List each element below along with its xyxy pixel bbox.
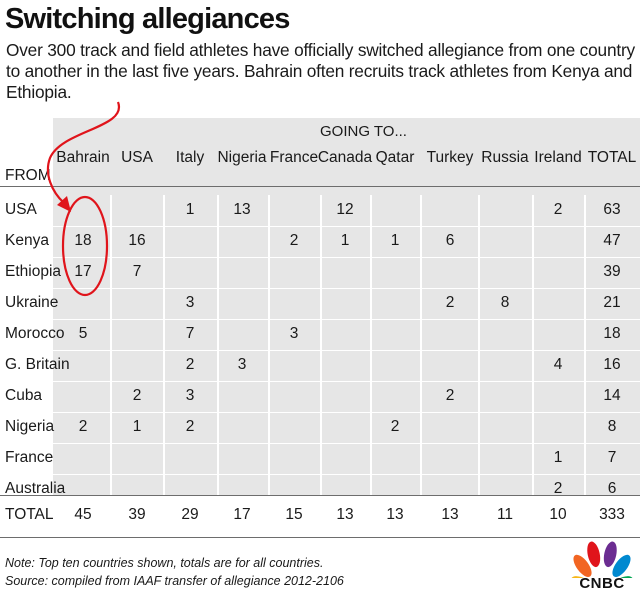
column-header-italy: Italy: [175, 149, 205, 166]
row-label-g-britain: G. Britain: [5, 356, 70, 373]
table-cell: 1: [390, 232, 400, 249]
total-cell: 333: [599, 506, 625, 523]
column-separator: [478, 195, 480, 495]
bottom-rule: [0, 537, 640, 538]
row-label-usa: USA: [5, 201, 37, 218]
table-cell: 18: [74, 232, 92, 249]
column-header-nigeria: Nigeria: [217, 149, 267, 166]
cnbc-logo: CNBC: [568, 540, 636, 593]
source-note: Source: compiled from IAAF transfer of a…: [5, 574, 344, 588]
table-cell: 18: [603, 325, 621, 342]
column-header-turkey: Turkey: [426, 149, 474, 166]
chart-title: Switching allegiances: [5, 3, 290, 35]
column-separator: [532, 195, 534, 495]
column-header-ireland: Ireland: [534, 149, 582, 166]
total-cell: 15: [285, 506, 303, 523]
table-cell: 3: [289, 325, 299, 342]
total-rule: [0, 495, 640, 496]
column-separator: [163, 195, 165, 495]
table-cell: 3: [185, 387, 195, 404]
peacock-icon: [571, 541, 633, 593]
row-label-nigeria: Nigeria: [5, 418, 55, 435]
footnote: Note: Top ten countries shown, totals ar…: [5, 556, 324, 570]
table-cell: 17: [74, 263, 92, 280]
table-cell: 39: [603, 263, 621, 280]
table-cell: 3: [237, 356, 247, 373]
total-cell: 13: [336, 506, 354, 523]
column-separator: [217, 195, 219, 495]
table-cell: 7: [607, 449, 617, 466]
row-label-ukraine: Ukraine: [5, 294, 59, 311]
table-cell: 1: [185, 201, 195, 218]
row-group-label: FROM: [5, 167, 51, 184]
chart-subtitle: Over 300 track and field athletes have o…: [6, 40, 635, 102]
row-label-morocco: Morocco: [5, 325, 65, 342]
total-cell: 29: [181, 506, 199, 523]
total-cell: 39: [128, 506, 146, 523]
row-label-ethiopia: Ethiopia: [5, 263, 62, 280]
total-row-label: TOTAL: [5, 506, 54, 523]
column-separator: [370, 195, 372, 495]
column-header-canada: Canada: [317, 149, 373, 166]
table-cell: 12: [336, 201, 354, 218]
column-separator: [268, 195, 270, 495]
table-cell: 1: [132, 418, 142, 435]
table-cell: 13: [233, 201, 251, 218]
table-cell: 8: [500, 294, 510, 311]
column-header-bahrain: Bahrain: [56, 149, 110, 166]
table-cell: 2: [445, 387, 455, 404]
logo-text: CNBC: [579, 575, 625, 592]
total-cell: 45: [74, 506, 92, 523]
column-group-label: GOING TO...: [320, 123, 407, 140]
total-cell: 13: [386, 506, 404, 523]
table-cell: 2: [78, 418, 88, 435]
column-header-qatar: Qatar: [375, 149, 415, 166]
table-cell: 5: [78, 325, 88, 342]
row-label-cuba: Cuba: [5, 387, 43, 404]
table-cell: 1: [553, 449, 563, 466]
total-cell: 13: [441, 506, 459, 523]
table-cell: 63: [603, 201, 621, 218]
table-cell: 6: [445, 232, 455, 249]
table-background: [53, 118, 640, 495]
table-cell: 2: [185, 356, 195, 373]
table-cell: 47: [603, 232, 621, 249]
column-separator: [420, 195, 422, 495]
table-cell: 2: [132, 387, 142, 404]
total-cell: 10: [549, 506, 567, 523]
total-cell: 11: [496, 506, 514, 523]
table-cell: 2: [445, 294, 455, 311]
table-cell: 7: [132, 263, 142, 280]
table-cell: 14: [603, 387, 621, 404]
table-cell: 1: [340, 232, 350, 249]
table-cell: 2: [553, 480, 563, 497]
table-cell: 2: [553, 201, 563, 218]
column-separator: [110, 195, 112, 495]
row-label-kenya: Kenya: [5, 232, 49, 249]
table-cell: 2: [390, 418, 400, 435]
column-separator: [584, 195, 586, 495]
table-cell: 16: [603, 356, 621, 373]
total-cell: 17: [233, 506, 251, 523]
table-cell: 8: [607, 418, 617, 435]
header-rule: [0, 186, 640, 187]
column-separator: [320, 195, 322, 495]
row-label-australia: Australia: [5, 480, 66, 497]
column-header-russia: Russia: [481, 149, 529, 166]
column-header-france: France: [269, 149, 319, 166]
column-header-total: TOTAL: [587, 149, 637, 166]
table-cell: 21: [603, 294, 621, 311]
table-cell: 7: [185, 325, 195, 342]
table-cell: 16: [128, 232, 146, 249]
table-cell: 6: [607, 480, 617, 497]
table-cell: 2: [289, 232, 299, 249]
table-cell: 4: [553, 356, 563, 373]
column-header-usa: USA: [121, 149, 153, 166]
table-cell: 3: [185, 294, 195, 311]
row-label-france: France: [5, 449, 54, 466]
table-cell: 2: [185, 418, 195, 435]
